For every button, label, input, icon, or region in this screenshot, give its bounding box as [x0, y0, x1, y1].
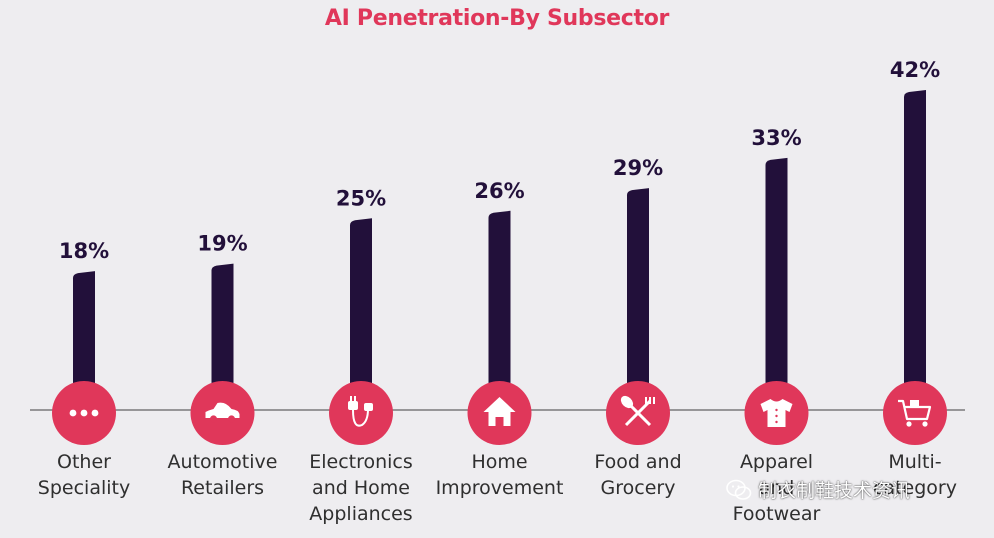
fork-tines [645, 397, 655, 404]
category-label: Retailers [181, 477, 264, 499]
category-label: category [873, 477, 957, 499]
chart-title: AI Penetration-By Subsector [324, 6, 670, 31]
utensils-icon [606, 381, 670, 445]
category-label: Appliances [309, 503, 412, 525]
icon-circle [883, 381, 947, 445]
data-label: 26% [474, 179, 524, 203]
cart-wheel [906, 421, 912, 427]
bar [765, 157, 788, 410]
category-label: and [759, 477, 795, 499]
category-label: Home [471, 451, 527, 473]
category-label: Improvement [436, 477, 564, 499]
wechat-icon [726, 479, 752, 500]
category-label: Food and [594, 451, 681, 473]
cart-icon [883, 381, 947, 445]
shirt-button [775, 420, 778, 424]
plug-icon [329, 381, 393, 445]
category-label: Apparel [740, 451, 813, 473]
data-label: 19% [197, 232, 247, 256]
shirt-button [775, 414, 778, 418]
shirt-icon [744, 381, 809, 445]
bar [350, 218, 372, 410]
category-label: Other [57, 451, 111, 473]
house-icon [467, 381, 532, 445]
watermark-text: 制衣制鞋技术资讯 [758, 480, 911, 502]
data-label: 18% [59, 239, 109, 263]
car-icon [190, 381, 255, 445]
data-label: 42% [890, 58, 940, 82]
house-door [495, 417, 504, 426]
category-label: and Home [312, 477, 410, 499]
cart-wheel [922, 421, 928, 427]
bar [627, 188, 649, 410]
socket [364, 403, 373, 411]
data-label: 33% [751, 126, 801, 150]
category-label: Electronics [309, 451, 413, 473]
category-label: Automotive [168, 451, 278, 473]
bar [73, 271, 95, 410]
shirt-button [775, 408, 778, 412]
dots-icon [52, 381, 116, 445]
cart-item [910, 400, 919, 407]
category-label: Multi- [888, 451, 941, 473]
category-label: Grocery [601, 477, 676, 499]
category-label: Footwear [733, 503, 821, 525]
bar [211, 263, 234, 410]
data-label: 29% [613, 156, 663, 180]
cart-frame [898, 399, 932, 421]
bar [904, 90, 926, 410]
dot [80, 409, 88, 417]
car-wheel [209, 415, 218, 423]
dot [91, 409, 99, 417]
dot [69, 409, 77, 417]
house-roof [483, 397, 516, 412]
category-label: Speciality [38, 477, 130, 499]
bar [488, 210, 511, 410]
data-label: 25% [336, 186, 386, 210]
spoon-bowl [620, 395, 634, 409]
fork-handle [624, 399, 652, 427]
plug-cord [352, 408, 369, 427]
plug-head [348, 401, 358, 410]
watermark: 制衣制鞋技术资讯 [726, 476, 910, 503]
icon-circle [329, 381, 393, 445]
car-wheel [227, 415, 236, 423]
shirt-body [760, 399, 793, 427]
car-body [205, 402, 240, 418]
